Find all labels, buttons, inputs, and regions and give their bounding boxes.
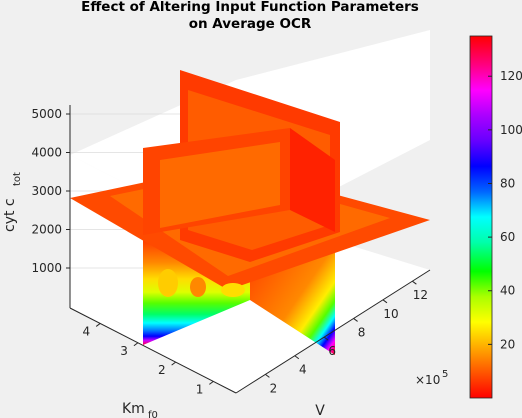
colorbar-tick-label: 120	[500, 69, 522, 83]
x-tick-mark	[323, 336, 329, 341]
slice-contour-blob-1	[158, 269, 178, 297]
x-tick-label: 4	[299, 363, 307, 377]
x-tick-label: 8	[358, 325, 366, 339]
vertical-slice-front-upper-inner	[160, 142, 280, 228]
x-tick-mark	[353, 318, 358, 322]
y-axis-ticks: 1 2 3 4	[83, 323, 214, 396]
x-axis-label: V	[315, 403, 325, 418]
z-axis-label-sub: tot	[12, 172, 23, 186]
colorbar-tick-label: 60	[500, 230, 515, 244]
vertical-slice-right-upper	[290, 128, 335, 232]
x-exponent-base: ×10	[415, 373, 440, 387]
slice-planes	[70, 70, 430, 355]
colorbar-ticks: 20 40 60 80 100 120	[488, 69, 522, 351]
z-axis-label-main: cyt c	[2, 198, 18, 232]
y-tick-label: 3	[120, 344, 128, 358]
x-tick-mark	[382, 299, 388, 304]
y-axis-label: Km f0	[122, 401, 158, 418]
x-tick-mark	[294, 355, 300, 360]
x-tick-label: 10	[383, 307, 398, 321]
z-axis-ticks: 1000 2000 3000 4000 5000	[31, 107, 70, 275]
colorbar	[469, 35, 493, 399]
y-axis-label-sub: f0	[148, 410, 158, 418]
slice-contour-blob-2	[190, 277, 206, 297]
colorbar-tick-label: 80	[500, 176, 515, 190]
z-tick-label: 3000	[31, 184, 62, 198]
axis-lines	[69, 105, 431, 394]
x-tick-label: 6	[328, 344, 336, 358]
x-tick-mark	[412, 280, 417, 285]
y-tick-mark	[95, 323, 101, 327]
slice-contour-blob-3	[221, 283, 245, 297]
y-tick-label: 1	[196, 382, 204, 396]
x-tick-label: 12	[413, 288, 428, 302]
y-axis-label-main: Km	[122, 401, 145, 417]
x-exponent-power: 5	[442, 369, 448, 380]
z-tick-label: 5000	[31, 107, 62, 121]
z-tick-label: 1000	[31, 261, 62, 275]
y-tick-mark	[171, 361, 176, 366]
colorbar-tick-label: 20	[500, 337, 515, 351]
x-tick-mark	[265, 373, 270, 378]
z-axis-label: cyt c tot	[2, 172, 23, 232]
x-axis-exponent: ×10 5	[415, 369, 448, 387]
chart-title-line1: Effect of Altering Input Function Parame…	[81, 0, 419, 15]
y-tick-mark	[133, 342, 139, 347]
y-tick-label: 2	[158, 363, 166, 377]
x-axis-ticks: 2 4 6 8 10 12	[265, 280, 428, 395]
z-tick-label: 4000	[31, 146, 62, 160]
x-tick-label: 2	[270, 381, 278, 395]
chart-title-line2: on Average OCR	[189, 16, 312, 32]
colorbar-tick-label: 40	[500, 284, 515, 298]
y-tick-mark	[209, 381, 214, 385]
y-tick-label: 4	[83, 324, 91, 338]
colorbar-tick-label: 100	[500, 123, 522, 137]
z-tick-label: 2000	[31, 223, 62, 237]
